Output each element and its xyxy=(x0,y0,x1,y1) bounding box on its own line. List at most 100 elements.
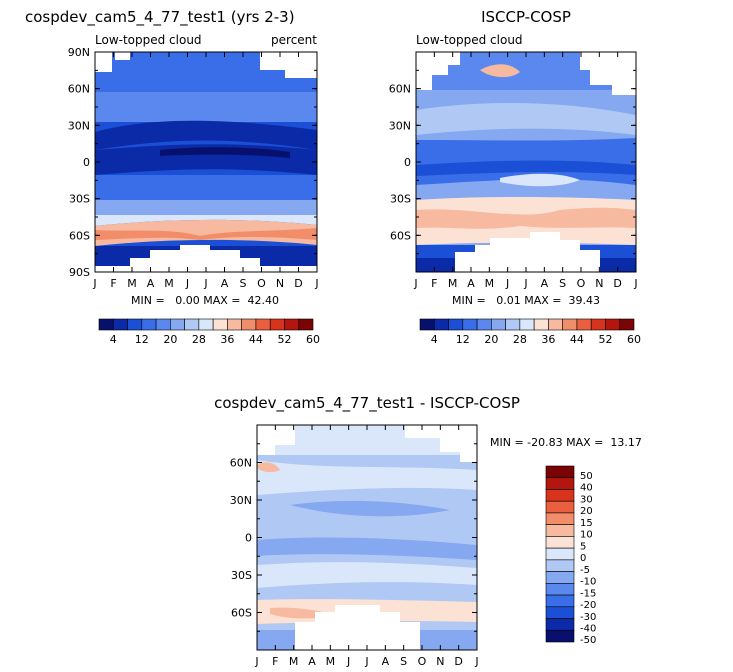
colorbar-label: -15 xyxy=(580,588,596,599)
xtick-label: J xyxy=(346,655,350,668)
panel-obs-colorbar: 4 12 20 28 36 44 52 60 xyxy=(419,318,641,346)
xtick-label: S xyxy=(240,277,247,290)
panel-model-yaxis: 90N 60N 30N 0 30S 60S 90S xyxy=(68,46,317,279)
band-ssubtrop xyxy=(95,175,317,200)
ytick-label: 30S xyxy=(231,569,252,582)
xtick-label: J xyxy=(203,277,207,290)
xtick-label: M xyxy=(127,277,137,290)
band-northmid xyxy=(257,460,477,495)
band-south-pale xyxy=(95,215,317,226)
colorbar-swatch xyxy=(545,465,575,479)
xtick-label: M xyxy=(485,277,495,290)
colorbar-swatch xyxy=(255,318,271,331)
colorbar-swatch xyxy=(545,606,575,619)
xtick-label: D xyxy=(613,277,621,290)
band-ssubtrop xyxy=(257,562,477,588)
band-nsubtrop xyxy=(290,500,450,517)
panel-obs-yaxis: 60N 30N 0 30S 60S xyxy=(389,51,636,273)
colorbar-swatch xyxy=(127,318,143,331)
colorbar-label: -20 xyxy=(580,600,596,611)
colorbar-swatch xyxy=(419,318,435,331)
colorbar-swatch xyxy=(141,318,157,331)
colorbar-swatch xyxy=(545,559,575,572)
band-tropics-core xyxy=(416,160,636,176)
colorbar-label: 52 xyxy=(598,333,612,346)
xtick-label: J xyxy=(254,655,258,668)
colorbar-label: -50 xyxy=(580,635,596,646)
xtick-label: A xyxy=(382,655,390,668)
band-north-warm xyxy=(257,462,280,473)
colorbar-label: -10 xyxy=(580,577,596,588)
panel-model-colorbar: 4 12 20 28 36 44 52 60 xyxy=(98,318,320,346)
xtick-label: N xyxy=(436,655,444,668)
colorbar-swatch xyxy=(198,318,214,331)
xtick-label: J xyxy=(633,277,637,290)
arctic-high xyxy=(480,64,520,78)
colorbar-label: 28 xyxy=(513,333,527,346)
xtick-label: S xyxy=(400,655,407,668)
colorbar-label: -5 xyxy=(580,565,590,576)
panel-model: cospdev_cam5_4_77_test1 (yrs 2-3) Low-to… xyxy=(25,8,320,346)
ytick-label: 30N xyxy=(68,119,90,132)
xtick-label: J xyxy=(474,655,478,668)
ytick-label: 60N xyxy=(68,83,90,96)
colorbar-swatch xyxy=(170,318,185,331)
missing-north xyxy=(95,52,317,78)
xtick-label: J xyxy=(505,277,509,290)
xtick-label: A xyxy=(467,277,475,290)
xtick-label: A xyxy=(221,277,229,290)
panel-diff-yaxis: 60N 30N 0 30S 60S xyxy=(230,424,477,651)
missing-north xyxy=(416,52,636,95)
colorbar-swatch xyxy=(545,536,575,549)
ytick-label: 30N xyxy=(389,119,411,132)
colorbar-swatch xyxy=(533,318,549,331)
xtick-label: M xyxy=(164,277,174,290)
panel-model-title: cospdev_cam5_4_77_test1 (yrs 2-3) xyxy=(25,8,295,27)
ytick-label: 30N xyxy=(230,494,252,507)
colorbar-label: 0 xyxy=(580,553,586,564)
ytick-label: 0 xyxy=(83,156,90,169)
missing-south xyxy=(95,245,317,272)
colorbar-swatch xyxy=(545,618,575,631)
colorbar-label: 10 xyxy=(580,530,593,541)
ytick-label: 90N xyxy=(68,46,90,59)
xtick-label: N xyxy=(595,277,603,290)
panel-model-stats: MIN = 0.00 MAX = 42.40 xyxy=(131,294,279,307)
xtick-label: J xyxy=(523,277,527,290)
colorbar-swatch xyxy=(545,594,575,608)
colorbar-swatch xyxy=(298,318,314,331)
colorbar-swatch xyxy=(576,318,592,331)
missing-south xyxy=(295,605,420,650)
colorbar-label: -40 xyxy=(580,624,596,635)
band-southern-peak xyxy=(95,228,317,240)
ytick-label: 60S xyxy=(69,229,90,242)
colorbar-swatch xyxy=(545,583,575,596)
ytick-label: 60S xyxy=(231,607,252,620)
colorbar-swatch xyxy=(545,629,575,643)
colorbar-swatch xyxy=(545,571,575,584)
band-itcz xyxy=(160,147,290,158)
colorbar-label: 44 xyxy=(570,333,584,346)
xtick-label: F xyxy=(110,277,116,290)
ytick-label: 90S xyxy=(69,266,90,279)
xtick-label: M xyxy=(326,655,336,668)
band-northmid xyxy=(416,103,636,135)
colorbar-swatch xyxy=(545,547,575,561)
xtick-label: S xyxy=(559,277,566,290)
colorbar-label: 20 xyxy=(580,506,593,517)
xtick-label: O xyxy=(257,277,266,290)
panel-diff-stats: MIN = -20.83 MAX = 13.17 xyxy=(490,436,642,449)
colorbar-label: 12 xyxy=(135,333,149,346)
colorbar-label: 20 xyxy=(163,333,177,346)
band-eq-pale xyxy=(500,173,580,187)
xtick-label: M xyxy=(289,655,299,668)
xtick-label: J xyxy=(185,277,189,290)
colorbar-swatch xyxy=(545,524,575,537)
colorbar-label: -30 xyxy=(580,612,596,623)
colorbar-swatch xyxy=(227,318,242,331)
colorbar-label: 50 xyxy=(580,471,593,482)
